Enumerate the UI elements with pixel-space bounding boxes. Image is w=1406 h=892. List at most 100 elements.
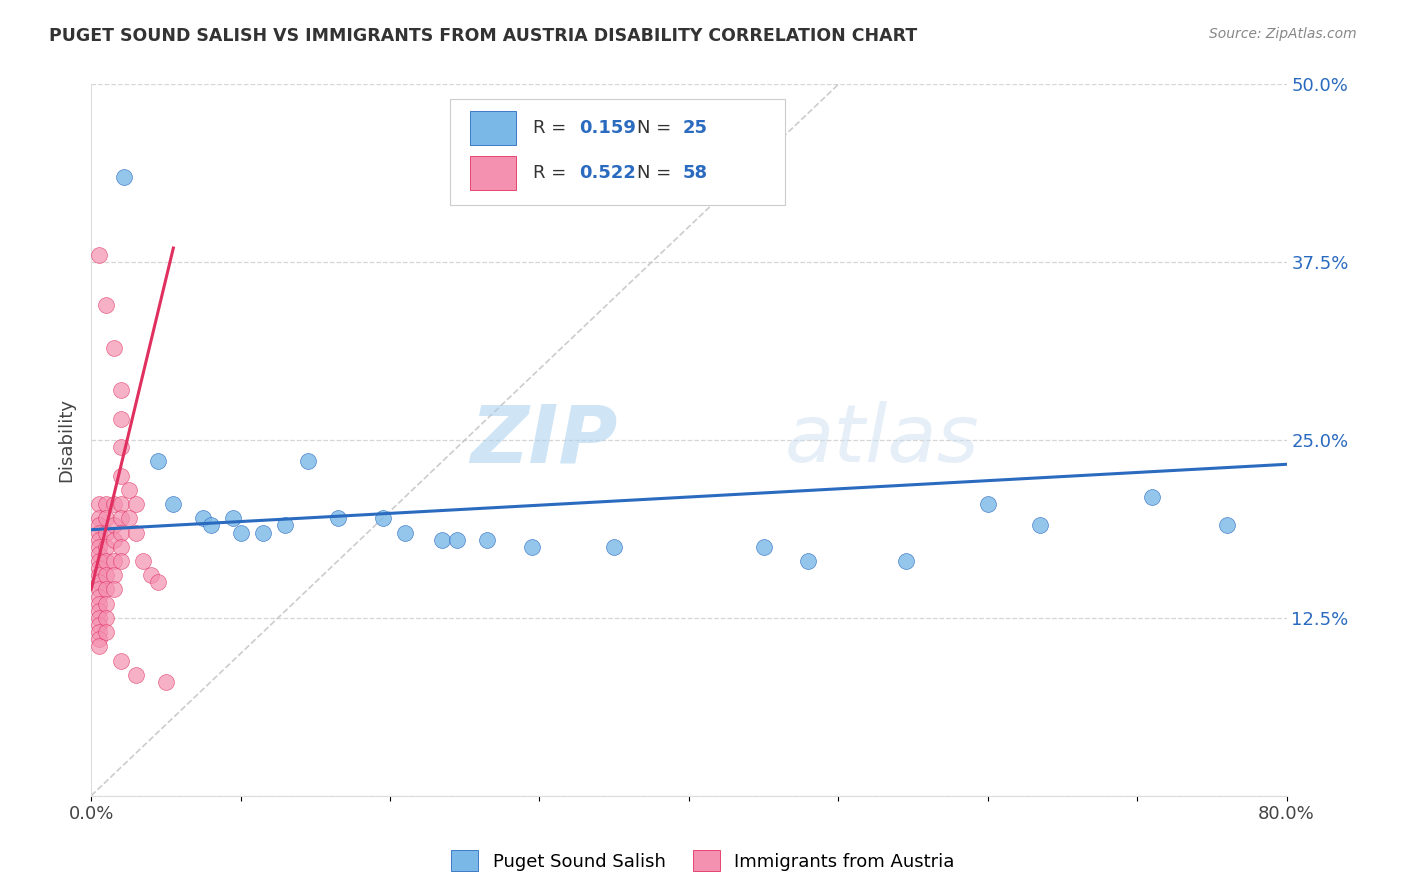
Y-axis label: Disability: Disability (58, 398, 75, 482)
Text: 25: 25 (683, 119, 707, 136)
Point (87, 554, 110, 568)
Text: 58: 58 (683, 164, 709, 182)
Point (87, 590, 110, 604)
Point (87, 511, 110, 525)
Text: atlas: atlas (785, 401, 979, 479)
Point (752, 540, 775, 554)
Text: R =: R = (533, 164, 572, 182)
Point (110, 411, 132, 425)
Point (87, 597, 110, 611)
Point (117, 511, 139, 525)
Point (162, 497, 184, 511)
Text: N =: N = (637, 164, 678, 182)
Point (1140, 490, 1163, 504)
Point (110, 468, 132, 483)
Point (1216, 518, 1239, 533)
Point (87, 604, 110, 618)
Point (87, 625, 110, 640)
Point (87, 618, 110, 632)
Point (222, 511, 245, 525)
Point (297, 454, 319, 468)
Point (274, 518, 297, 533)
Point (94, 625, 117, 640)
Point (475, 533, 498, 547)
Point (155, 675, 177, 690)
Point (977, 497, 1000, 511)
Point (326, 511, 349, 525)
Point (148, 575, 170, 590)
Point (110, 525, 132, 540)
Legend: Puget Sound Salish, Immigrants from Austria: Puget Sound Salish, Immigrants from Aust… (444, 843, 962, 879)
Text: PUGET SOUND SALISH VS IMMIGRANTS FROM AUSTRIA DISABILITY CORRELATION CHART: PUGET SOUND SALISH VS IMMIGRANTS FROM AU… (49, 27, 918, 45)
Point (103, 518, 125, 533)
Point (103, 341, 125, 355)
Point (132, 554, 155, 568)
Point (110, 654, 132, 668)
Point (103, 582, 125, 597)
Point (371, 511, 394, 525)
Point (87, 248, 110, 262)
Text: ZIP: ZIP (470, 401, 617, 479)
Point (87, 632, 110, 647)
Point (148, 454, 170, 468)
Point (252, 525, 274, 540)
Text: 0.159: 0.159 (579, 119, 636, 136)
Point (110, 554, 132, 568)
Point (94, 511, 117, 525)
Point (125, 525, 148, 540)
Point (87, 640, 110, 654)
Text: 0.522: 0.522 (579, 164, 636, 182)
Point (87, 547, 110, 561)
Point (200, 518, 222, 533)
Text: Source: ZipAtlas.com: Source: ZipAtlas.com (1209, 27, 1357, 41)
Point (103, 497, 125, 511)
Point (94, 597, 117, 611)
Point (94, 554, 117, 568)
FancyBboxPatch shape (470, 111, 516, 145)
Point (94, 582, 117, 597)
Point (432, 533, 454, 547)
Point (94, 568, 117, 582)
Text: R =: R = (533, 119, 572, 136)
Point (94, 298, 117, 312)
Point (1029, 518, 1052, 533)
Point (110, 497, 132, 511)
Point (193, 511, 215, 525)
Point (87, 575, 110, 590)
Point (110, 384, 132, 398)
Point (103, 554, 125, 568)
Point (125, 668, 148, 682)
Text: N =: N = (637, 119, 678, 136)
Point (94, 540, 117, 554)
Point (103, 533, 125, 547)
Point (110, 440, 132, 454)
Point (87, 568, 110, 582)
Point (87, 582, 110, 597)
Point (520, 540, 543, 554)
Point (103, 568, 125, 582)
Point (139, 568, 162, 582)
Point (87, 561, 110, 575)
Point (110, 540, 132, 554)
Point (94, 611, 117, 625)
Point (87, 540, 110, 554)
Point (797, 554, 820, 568)
Point (87, 611, 110, 625)
Point (117, 483, 139, 497)
FancyBboxPatch shape (470, 156, 516, 190)
Point (446, 533, 468, 547)
Point (110, 511, 132, 525)
FancyBboxPatch shape (450, 99, 785, 205)
Point (94, 497, 117, 511)
Point (94, 525, 117, 540)
Point (894, 554, 917, 568)
Point (112, 169, 135, 184)
Point (125, 497, 148, 511)
Point (87, 497, 110, 511)
Point (394, 525, 416, 540)
Point (87, 518, 110, 533)
Point (603, 540, 626, 554)
Point (229, 525, 252, 540)
Point (87, 533, 110, 547)
Point (87, 525, 110, 540)
